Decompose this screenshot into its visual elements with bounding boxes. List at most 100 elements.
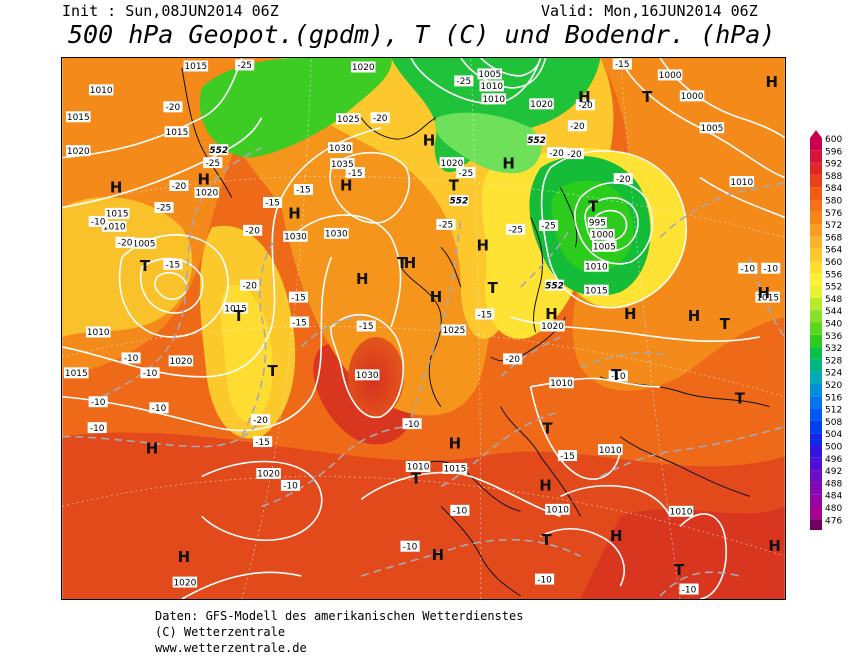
field-green-greenland <box>199 58 392 158</box>
scale-swatch <box>810 371 822 384</box>
scale-swatch <box>810 433 822 446</box>
scale-swatch <box>810 187 822 200</box>
scale-swatch <box>810 310 822 323</box>
scale-swatch <box>810 408 822 421</box>
scale-swatch <box>810 396 822 409</box>
svg-text:1015: 1015 <box>224 304 247 314</box>
pressure-label: 1020 <box>66 145 91 157</box>
footer-website: www.wetterzentrale.de <box>155 641 307 655</box>
low-marker: T <box>674 561 685 579</box>
svg-text:-20: -20 <box>242 281 257 291</box>
temperature-label: -20 <box>115 236 135 249</box>
svg-text:-10: -10 <box>763 264 778 274</box>
temperature-label: -15 <box>262 196 283 209</box>
temperature-labels: -20 -20 -25 -25 -10 -20 -15 -20 -15 -15 -20 -15 -15 -… <box>87 58 781 595</box>
high-marker: H <box>449 435 462 453</box>
svg-text:1020: 1020 <box>530 100 553 110</box>
pressure-label: 1020 <box>540 320 565 332</box>
temperature-label: -10 <box>140 367 160 379</box>
scale-label: 564 <box>825 246 842 256</box>
pressure-label: 1015 <box>223 302 248 314</box>
temperature-label: -15 <box>345 167 365 179</box>
pressure-label: 1030 <box>354 369 380 381</box>
scale-label: 488 <box>825 479 842 489</box>
weather-map: 1015 1010 1015 1015 1020 1020 1015 1010 1005 1020… <box>61 57 786 600</box>
pressure-label: 1015 <box>183 60 209 72</box>
pressure-label: 1030 <box>283 230 308 243</box>
init-time: Init : Sun,08JUN2014 06Z <box>62 2 279 20</box>
high-marker: H <box>404 254 417 272</box>
svg-text:1000: 1000 <box>591 231 614 241</box>
pressure-label: 1010 <box>405 461 431 473</box>
svg-text:552: 552 <box>545 281 564 291</box>
map-title: 500 hPa Geopot.(gpdm), T (C) und Bodendr… <box>68 20 776 49</box>
field-green-scand <box>435 112 542 174</box>
svg-text:1010: 1010 <box>599 446 622 456</box>
svg-text:1030: 1030 <box>325 230 348 240</box>
temperature-label: -25 <box>454 75 474 87</box>
temperature-label: -20 <box>240 279 260 291</box>
svg-text:995: 995 <box>589 219 606 229</box>
scale-swatch <box>810 359 822 372</box>
pressure-label: 1010 <box>85 326 111 338</box>
low-marker: T <box>642 88 653 106</box>
scale-label: 544 <box>825 307 842 317</box>
svg-text:1020: 1020 <box>169 357 192 367</box>
high-marker: H <box>610 527 623 545</box>
scale-swatch <box>810 224 822 237</box>
pressure-label: 1025 <box>441 324 467 336</box>
svg-text:-20: -20 <box>373 114 388 124</box>
svg-text:-15: -15 <box>477 310 492 320</box>
pressure-label: 1020 <box>529 98 554 110</box>
svg-text:-20: -20 <box>616 175 631 185</box>
svg-text:1020: 1020 <box>173 578 196 588</box>
valid-time: Valid: Mon,16JUN2014 06Z <box>541 2 758 20</box>
pressure-label: 995 <box>587 216 607 229</box>
svg-text:-25: -25 <box>508 226 523 236</box>
svg-text:-10: -10 <box>152 404 167 414</box>
svg-text:1015: 1015 <box>184 62 207 72</box>
scale-label: 500 <box>825 443 842 453</box>
low-marker: T <box>449 177 460 195</box>
temperature-label: -15 <box>557 450 578 462</box>
pressure-label: 1005 <box>131 237 157 250</box>
temperature-label: -20 <box>613 173 633 185</box>
pressure-label: 1025 <box>336 113 361 125</box>
svg-text:-10: -10 <box>537 575 552 585</box>
svg-text:-15: -15 <box>255 438 270 448</box>
pressure-label: 1015 <box>104 207 130 220</box>
scale-swatch <box>810 519 822 530</box>
scale-label: 528 <box>825 356 842 366</box>
temperature-label: -25 <box>436 218 456 231</box>
pressure-label: 1010 <box>729 176 755 188</box>
scale-swatch <box>810 138 822 151</box>
svg-text:-10: -10 <box>91 218 106 228</box>
scale-label: 540 <box>825 320 842 330</box>
scale-swatch <box>810 334 822 348</box>
svg-text:1020: 1020 <box>67 147 90 157</box>
high-marker: H <box>765 73 778 91</box>
svg-text:1010: 1010 <box>407 463 430 473</box>
svg-text:552: 552 <box>209 146 228 156</box>
temperature-label: -15 <box>288 291 309 303</box>
svg-text:1020: 1020 <box>440 159 463 169</box>
low-marker: T <box>267 362 278 380</box>
svg-text:1005: 1005 <box>701 124 724 134</box>
high-marker: H <box>356 270 369 288</box>
svg-text:1020: 1020 <box>541 322 564 332</box>
low-marker: T <box>611 366 622 384</box>
high-marker: H <box>768 537 781 555</box>
pressure-label: 1015 <box>755 291 780 303</box>
low-marker: T <box>488 279 499 297</box>
scale-label: 492 <box>825 467 842 477</box>
scale-swatch <box>810 261 822 274</box>
low-marker: T <box>720 315 731 333</box>
low-marker: T <box>735 390 746 408</box>
temperature-label: -20 <box>251 414 271 426</box>
temperature-label: -20 <box>567 120 587 132</box>
svg-text:1015: 1015 <box>65 369 88 379</box>
pressure-label: 1000 <box>590 228 615 241</box>
scale-swatch <box>810 384 822 397</box>
field-yellow-west <box>62 197 193 337</box>
pressure-label: 1005 <box>477 68 503 80</box>
